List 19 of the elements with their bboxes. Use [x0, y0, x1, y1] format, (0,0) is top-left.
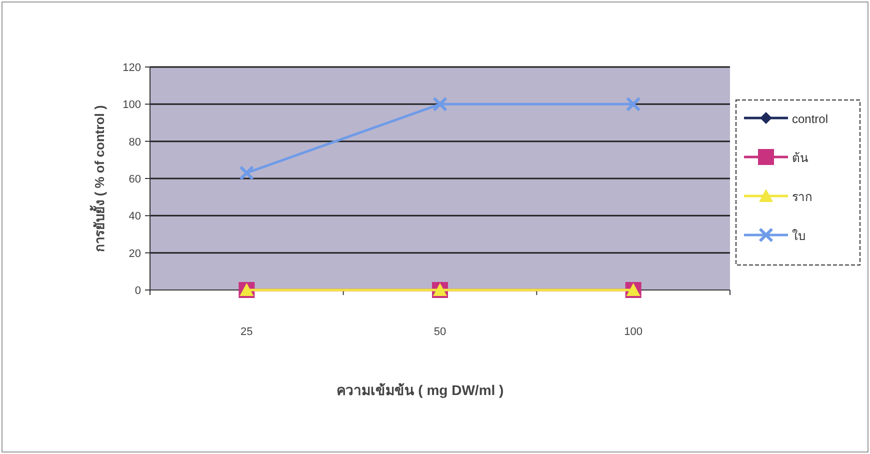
- y-tick-label: 60: [128, 174, 141, 186]
- y-tick-label: 40: [128, 210, 141, 223]
- y-tick-label: 20: [128, 248, 141, 260]
- legend-label: control: [792, 112, 828, 126]
- y-tick-label: 0: [134, 285, 141, 297]
- x-tick-label: 25: [240, 326, 253, 338]
- point: [239, 165, 254, 180]
- y-tick-label: 100: [122, 99, 141, 112]
- x-axis-title: ความเข้มข้น ( mg DW/ml ): [336, 382, 504, 398]
- legend-label: ราก: [792, 190, 812, 204]
- y-axis-title: การยับยั้ง ( % of control ): [89, 105, 107, 252]
- x-tick-label: 50: [434, 326, 446, 338]
- x-tick-label: 100: [624, 326, 643, 338]
- point: [432, 96, 448, 112]
- legend-label: ใบ: [792, 229, 806, 243]
- legend-label: ต้น: [792, 151, 808, 165]
- y-tick-label: 80: [128, 136, 141, 148]
- y-tick-label: 120: [122, 62, 141, 74]
- point: [626, 96, 641, 112]
